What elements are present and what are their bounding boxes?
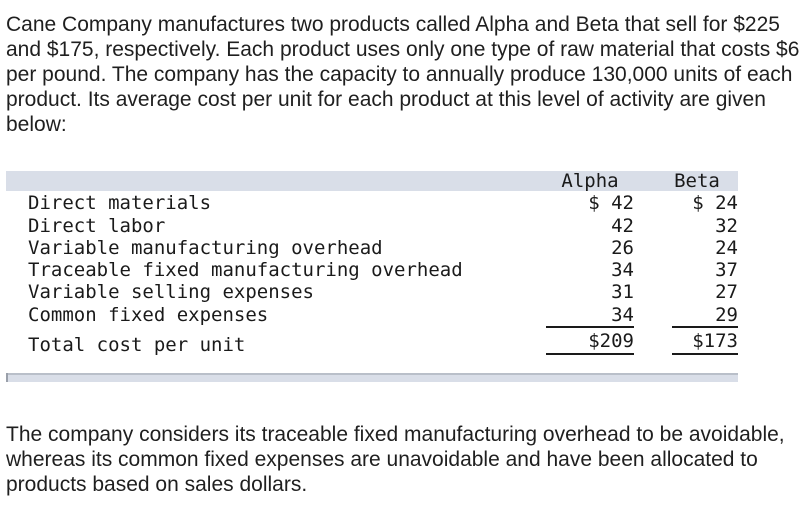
header-band: [6, 171, 738, 191]
row-alpha-value: 42: [611, 215, 634, 237]
row-beta-value: 32: [715, 215, 738, 237]
subtotal-rule-beta: [672, 326, 738, 328]
outro-paragraph: The company considers its traceable fixe…: [6, 423, 785, 496]
row-beta-value: 24: [715, 237, 738, 259]
row-alpha-value: 26: [611, 237, 634, 259]
total-rule-alpha: [546, 353, 634, 355]
intro-paragraph: Cane Company manufactures two products c…: [6, 13, 800, 136]
subtotal-rule-alpha: [546, 326, 634, 328]
row-alpha-value: $ 42: [588, 192, 634, 214]
row-label: Direct materials: [28, 192, 212, 214]
row-label: Direct labor: [28, 215, 166, 237]
header-alpha: Alpha: [561, 170, 619, 192]
total-alpha-value: $209: [588, 330, 634, 352]
row-beta-value: 37: [715, 259, 738, 281]
header-beta: Beta: [674, 170, 720, 192]
total-rule-beta: [672, 353, 738, 355]
row-alpha-value: 34: [611, 259, 634, 281]
row-label: Traceable fixed manufacturing overhead: [28, 259, 463, 281]
row-label: Common fixed expenses: [28, 304, 269, 326]
table-bottom-band: [6, 373, 738, 382]
cost-table: Alpha Beta Direct materials $ 42 $ 24 Di…: [6, 170, 738, 382]
total-label: Total cost per unit: [28, 334, 246, 356]
total-beta-value: $173: [692, 330, 738, 352]
row-alpha-value: 34: [611, 304, 634, 326]
row-label: Variable selling expenses: [28, 281, 314, 303]
row-label: Variable manufacturing overhead: [28, 237, 383, 259]
row-beta-value: 27: [715, 281, 738, 303]
row-beta-value: 29: [715, 304, 738, 326]
row-beta-value: $ 24: [692, 192, 738, 214]
table-bottom-tick: [6, 373, 8, 382]
row-alpha-value: 31: [611, 281, 634, 303]
